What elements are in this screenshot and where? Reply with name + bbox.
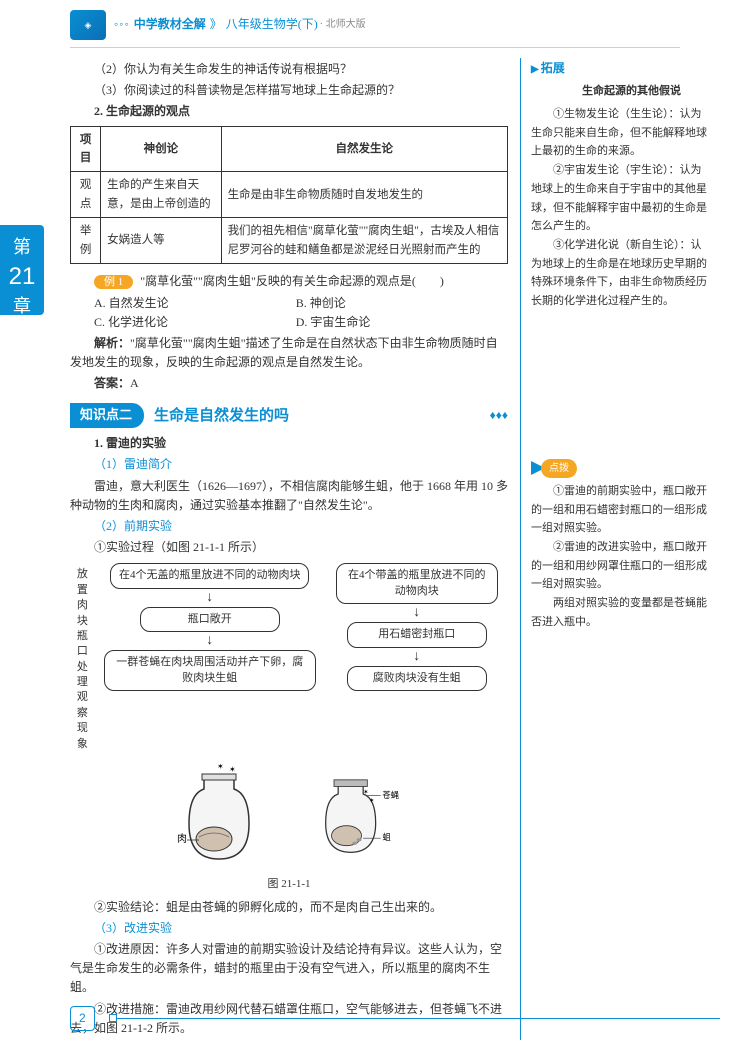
svg-text:✶: ✶ bbox=[369, 796, 375, 804]
flow-left: 在4个无盖的瓶里放进不同的动物肉块 ↓ 瓶口敞开 ↓ 一群苍蝇在肉块周围活动并产… bbox=[104, 563, 316, 756]
jar-sealed-icon: 苍蝇 ✶ ✶ 蛆 bbox=[309, 764, 409, 874]
flow-label: 瓶口 处理 bbox=[70, 629, 88, 691]
redi-improve-title: （3）改进实验 bbox=[70, 919, 508, 938]
tip-badge: 点拨 bbox=[531, 459, 577, 478]
svg-text:苍蝇: 苍蝇 bbox=[382, 790, 399, 800]
expand-subtitle: 生命起源的其他假说 bbox=[531, 82, 710, 101]
flow-box: 腐败肉块没有生蛆 bbox=[347, 666, 487, 691]
arrow-down-icon: ↓ bbox=[413, 606, 420, 620]
chapter-number: 21 bbox=[0, 260, 44, 294]
table-header: 神创论 bbox=[101, 126, 221, 172]
origin-views-table: 项目 神创论 自然发生论 观点 生命的产生来自天意，是由上帝创造的 生命是由非生… bbox=[70, 126, 508, 264]
heading-origin-views: 2. 生命起源的观点 bbox=[70, 102, 508, 121]
expand-p2: ②宇宙发生论（宇生论）：认为地球上的生命来自于宇宙中的其他星球，但不能解释宇宙中… bbox=[531, 161, 710, 236]
table-cell: 女娲造人等 bbox=[101, 218, 221, 264]
svg-text:蛆: 蛆 bbox=[382, 832, 391, 842]
table-cell: 生命是由非生命物质随时自发地发生的 bbox=[221, 172, 507, 218]
option-b: B. 神创论 bbox=[296, 294, 495, 313]
example-options: A. 自然发生论 B. 神创论 C. 化学进化论 D. 宇宙生命论 bbox=[70, 294, 508, 332]
svg-text:✶: ✶ bbox=[363, 788, 369, 796]
example-text: "腐草化萤""腐肉生蛆"反映的有关生命起源的观点是( ) bbox=[140, 274, 444, 288]
chapter-tab: 第 21 章 bbox=[0, 225, 44, 315]
example-analysis: 解析："腐草化萤""腐肉生蛆"描述了生命是在自然状态下由非生命物质随时自发地发生… bbox=[70, 334, 508, 372]
header-edition: · 北师大版 bbox=[320, 17, 366, 33]
redi-improve-reason: ①改进原因：许多人对雷迪的前期实验设计及结论持有异议。这些人认为，空气是生命发生… bbox=[70, 940, 508, 998]
flow-box: 在4个带盖的瓶里放进不同的动物肉块 bbox=[336, 563, 498, 604]
question-2: （2）你认为有关生命发生的神话传说有根据吗？ bbox=[70, 60, 508, 79]
table-cell: 举例 bbox=[71, 218, 101, 264]
page-footer: 2 bbox=[70, 1006, 720, 1031]
jar-open-icon: 肉 ✶ ✶ bbox=[169, 764, 269, 874]
chapter-prefix: 第 bbox=[0, 235, 44, 260]
redi-intro-text: 雷迪，意大利医生（1626—1697），不相信腐肉能够生蛆，他于 1668 年用… bbox=[70, 477, 508, 515]
table-cell: 生命的产生来自天意，是由上帝创造的 bbox=[101, 172, 221, 218]
header-title: 中学教材全解 bbox=[134, 15, 206, 34]
expand-heading: 拓展 bbox=[531, 58, 710, 78]
redi-conclusion: ②实验结论：蛆是由苍蝇的卵孵化成的，而不是肉自己生出来的。 bbox=[70, 898, 508, 917]
table-cell: 观点 bbox=[71, 172, 101, 218]
example-1: 例 1 "腐草化萤""腐肉生蛆"反映的有关生命起源的观点是( ) bbox=[70, 272, 508, 292]
flow-box: 瓶口敞开 bbox=[140, 607, 280, 632]
question-3: （3）你阅读过的科普读物是怎样描写地球上生命起源的？ bbox=[70, 81, 508, 100]
svg-text:✶: ✶ bbox=[229, 765, 236, 774]
example-badge: 例 1 bbox=[94, 275, 133, 289]
example-answer: 答案：A bbox=[70, 374, 508, 393]
page-number: 2 bbox=[70, 1006, 95, 1031]
expand-p3: ③化学进化说（新自生论）：认为地球上的生命是在地球历史早期的特殊环境条件下，由非… bbox=[531, 236, 710, 311]
option-c: C. 化学进化论 bbox=[94, 313, 293, 332]
page-header: ◈ ◦◦◦ 中学教材全解 》 八年级生物学(下) · 北师大版 bbox=[0, 0, 750, 45]
table-cell: 我们的祖先相信"腐草化萤""腐肉生蛆"，古埃及人相信尼罗河谷的蛙和鳝鱼都是淤泥经… bbox=[221, 218, 507, 264]
difficulty-icon: ♦♦♦ bbox=[490, 406, 508, 425]
figure-caption: 图 21-1-1 bbox=[70, 876, 508, 894]
svg-text:✶: ✶ bbox=[217, 764, 224, 771]
kp-tab: 知识点二 bbox=[70, 403, 144, 428]
expand-p1: ①生物发生论（生生论）：认为生命只能来自生命，但不能解释地球上最初的生命的来源。 bbox=[531, 105, 710, 161]
header-dots: ◦◦◦ bbox=[114, 15, 130, 34]
flow-row-labels: 放置 肉块 瓶口 处理 观察 现象 bbox=[70, 563, 94, 756]
redi-intro-title: （1）雷迪简介 bbox=[70, 455, 508, 474]
logo-icon: ◈ bbox=[70, 10, 106, 40]
footer-rule bbox=[117, 1018, 720, 1019]
footer-dot-icon bbox=[109, 1014, 117, 1022]
flow-right: 在4个带盖的瓶里放进不同的动物肉块 ↓ 用石蜡密封瓶口 ↓ 腐败肉块没有生蛆 bbox=[336, 563, 498, 756]
arrow-down-icon: ↓ bbox=[413, 650, 420, 664]
redi-preexp-title: （2）前期实验 bbox=[70, 517, 508, 536]
arrow-down-icon: ↓ bbox=[206, 591, 213, 605]
chevron-icon: 》 bbox=[210, 15, 222, 34]
redi-heading: 1. 雷迪的实验 bbox=[70, 434, 508, 453]
table-header: 自然发生论 bbox=[221, 126, 507, 172]
redi-process-label: ①实验过程（如图 21-1-1 所示） bbox=[70, 538, 508, 557]
tip-p1: ①雷迪的前期实验中，瓶口敞开的一组和用石蜡密封瓶口的一组形成一组对照实验。 bbox=[531, 482, 710, 538]
flow-box: 用石蜡密封瓶口 bbox=[347, 622, 487, 647]
tip-p3: 两组对照实验的变量都是苍蝇能否进入瓶中。 bbox=[531, 594, 710, 631]
header-rule bbox=[70, 47, 680, 48]
jar-diagram: 肉 ✶ ✶ 苍蝇 ✶ ✶ 蛆 bbox=[70, 764, 508, 874]
tip-p2: ②雷迪的改进实验中，瓶口敞开的一组和用纱网罩住瓶口的一组形成一组对照实验。 bbox=[531, 538, 710, 594]
main-column: （2）你认为有关生命发生的神话传说有根据吗？ （3）你阅读过的科普读物是怎样描写… bbox=[70, 58, 520, 1040]
flow-label: 放置 肉块 bbox=[70, 567, 88, 629]
flowchart: 放置 肉块 瓶口 处理 观察 现象 在4个无盖的瓶里放进不同的动物肉块 ↓ 瓶口… bbox=[70, 563, 508, 756]
chapter-suffix: 章 bbox=[0, 294, 44, 319]
svg-text:肉: 肉 bbox=[177, 832, 187, 845]
option-a: A. 自然发生论 bbox=[94, 294, 293, 313]
kp-title: 生命是自然发生的吗 bbox=[154, 404, 490, 428]
flow-box: 一群苍蝇在肉块周围活动并产下卵，腐败肉块生蛆 bbox=[104, 650, 316, 691]
table-header: 项目 bbox=[71, 126, 101, 172]
arrow-down-icon: ↓ bbox=[206, 634, 213, 648]
knowledge-point-2: 知识点二 生命是自然发生的吗 ♦♦♦ bbox=[70, 403, 508, 428]
option-d: D. 宇宙生命论 bbox=[296, 313, 495, 332]
flow-label: 观察 现象 bbox=[70, 690, 88, 752]
tip-label: 点拨 bbox=[541, 459, 577, 478]
header-subtitle: 八年级生物学(下) bbox=[226, 15, 318, 34]
side-column: 拓展 生命起源的其他假说 ①生物发生论（生生论）：认为生命只能来自生命，但不能解… bbox=[520, 58, 710, 1040]
flow-box: 在4个无盖的瓶里放进不同的动物肉块 bbox=[110, 563, 310, 588]
